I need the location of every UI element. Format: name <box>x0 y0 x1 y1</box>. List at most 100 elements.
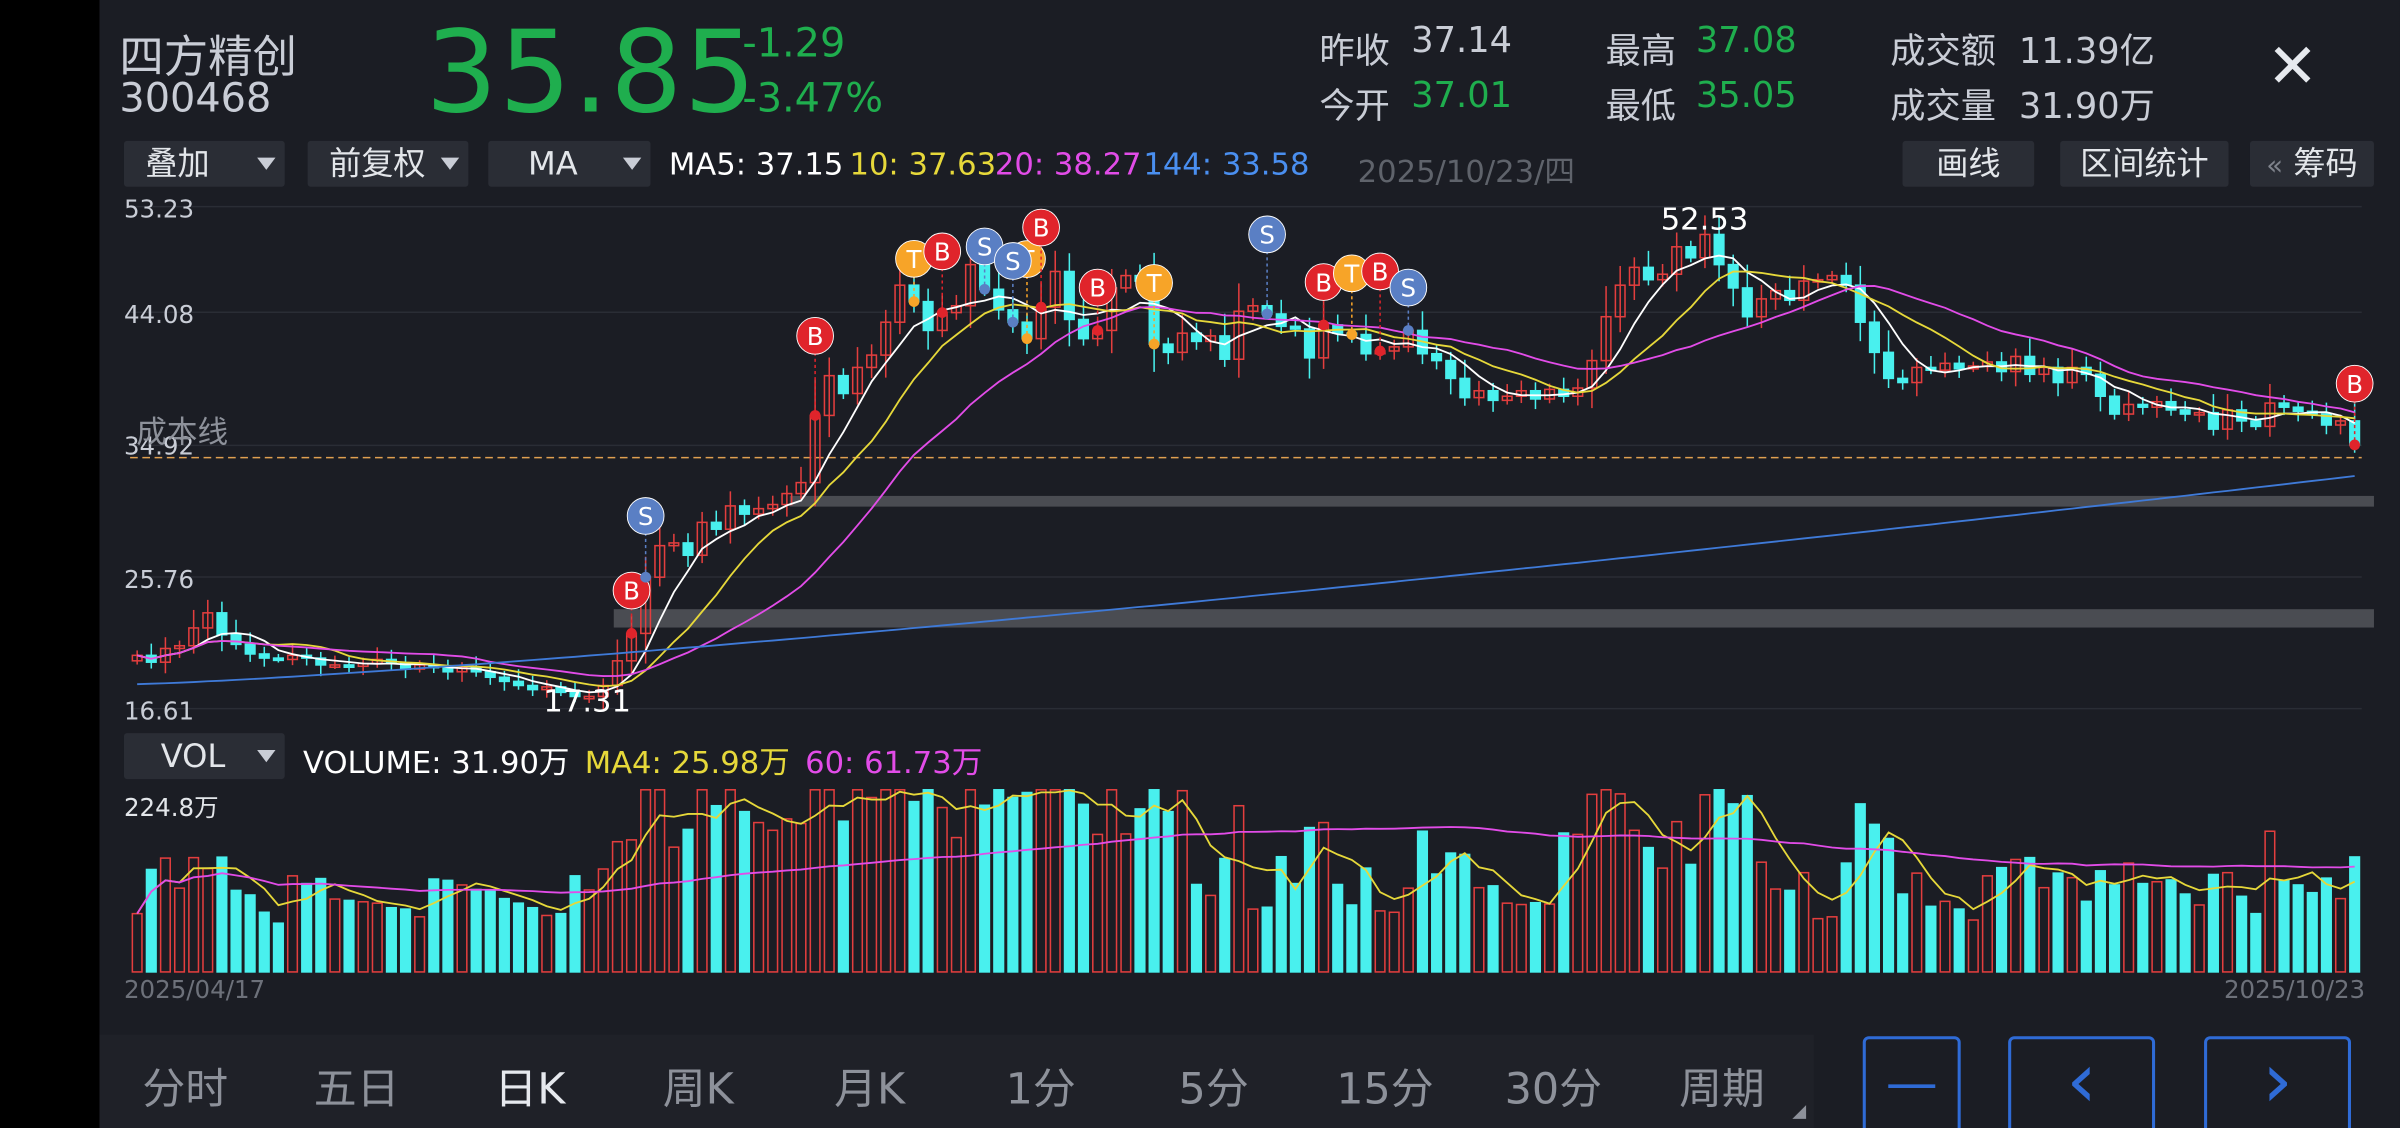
volume-bar <box>188 856 200 973</box>
volume-bar <box>2038 886 2050 973</box>
volume-bar <box>1473 886 1485 973</box>
prev-close-label: 昨收 <box>1319 32 1390 72</box>
tab-monthly-k[interactable]: 月K <box>834 1063 906 1115</box>
stock-code: 300468 <box>119 76 272 123</box>
overlay-dropdown[interactable]: 叠加 <box>123 140 285 187</box>
tab-weekly-k[interactable]: 周K <box>662 1063 734 1115</box>
volume-bar <box>1190 883 1203 973</box>
indicator-dropdown[interactable]: MA <box>488 140 651 187</box>
candle-body <box>2264 402 2276 428</box>
tab-15min[interactable]: 15分 <box>1336 1063 1434 1115</box>
volume-bar <box>2179 893 2191 973</box>
volume-bar <box>1854 803 1866 973</box>
candlestick-chart[interactable]: BSBTBTSSBBTSBTBSB <box>99 191 2399 727</box>
ma5-line <box>136 254 2356 694</box>
volume-bar <box>1897 893 1909 973</box>
volume-bar <box>2024 856 2036 973</box>
close-icon[interactable]: ✕ <box>2266 32 2319 103</box>
tab-5min[interactable]: 5分 <box>1178 1063 1249 1115</box>
signal-label: B <box>1089 274 1106 303</box>
price-change-percent: -3.47% <box>742 76 884 123</box>
volume-total: VOLUME: 31.90万 <box>303 743 570 781</box>
price-tick-2: 44.08 <box>123 299 195 330</box>
candle-body <box>1685 246 1697 259</box>
volume-bar <box>1459 853 1471 973</box>
candle-body <box>851 366 864 395</box>
low-annotation: 17.31 <box>543 682 632 720</box>
signal-dot <box>1318 319 1329 331</box>
signal-label: S <box>1259 221 1275 250</box>
candle-body <box>1487 389 1499 402</box>
volume-bar <box>216 856 228 973</box>
candle-body <box>2179 409 2191 415</box>
volume-bar <box>1868 823 1881 973</box>
chevron-down-icon <box>257 749 276 763</box>
volume-indicator-dropdown[interactable]: VOL <box>123 733 285 780</box>
volume-bar <box>2278 879 2290 973</box>
ma10-line <box>136 270 2355 688</box>
volume-bar <box>230 889 242 973</box>
volume-bar <box>738 810 751 973</box>
volume-bar <box>371 902 383 973</box>
volume-bar <box>1049 789 1061 973</box>
tab-30min[interactable]: 30分 <box>1504 1063 1602 1115</box>
candle-body <box>1459 377 1471 399</box>
volume-bar <box>2151 881 2163 973</box>
signal-label: S <box>1005 247 1021 276</box>
signal-dot <box>1007 316 1019 328</box>
scroll-left-button[interactable]: ‹ <box>2008 1036 2156 1128</box>
volume-bar <box>315 877 327 973</box>
chips-button[interactable]: « 筹码 <box>2249 140 2374 187</box>
candle-body <box>1600 315 1612 362</box>
scroll-right-button[interactable]: › <box>2204 1036 2352 1128</box>
volume-bar <box>456 884 468 973</box>
candle-body <box>993 288 1005 311</box>
volume-bar <box>1289 882 1301 973</box>
volume-bar <box>2108 884 2121 973</box>
low-label: 最低 <box>1605 87 1677 128</box>
signal-label: B <box>623 577 640 606</box>
tab-five-day[interactable]: 五日 <box>313 1063 400 1115</box>
volume-bar <box>541 914 553 973</box>
chips-label: 筹码 <box>2293 145 2358 183</box>
tab-period[interactable]: 周期 <box>1679 1063 1765 1115</box>
signal-dot <box>936 307 948 318</box>
ma144-line <box>137 475 2355 686</box>
signal-dot <box>1021 333 1033 345</box>
candle-body <box>1360 333 1372 355</box>
draw-line-button[interactable]: 画线 <box>1902 140 2035 187</box>
volume-bar <box>1614 793 1626 973</box>
candle-body <box>1911 366 1923 384</box>
candle-body <box>244 643 256 655</box>
volume-bar <box>1332 883 1344 973</box>
candle-body <box>2250 420 2262 428</box>
volume-bar <box>2066 876 2078 973</box>
candle-body <box>512 680 525 687</box>
range-stats-button[interactable]: 区间统计 <box>2060 140 2229 187</box>
adjust-dropdown[interactable]: 前复权 <box>307 140 469 187</box>
tab-1min[interactable]: 1分 <box>1005 1063 1076 1115</box>
candle-body <box>1755 298 1768 318</box>
volume-value: 31.90万 <box>2018 87 2155 128</box>
candle-body <box>1727 263 1739 289</box>
signal-marker <box>1389 268 1428 307</box>
volume-bar <box>964 789 977 973</box>
volume-bar <box>1303 826 1316 973</box>
candle-body <box>2123 403 2135 415</box>
price-tick-3: 34.92 <box>123 431 195 461</box>
candle-body <box>329 664 341 668</box>
volume-bar <box>173 887 186 973</box>
zoom-out-button[interactable]: — <box>1862 1036 1961 1128</box>
tab-intraday[interactable]: 分时 <box>142 1063 229 1115</box>
candle-body <box>1586 359 1598 389</box>
volume-bar <box>555 912 567 973</box>
corner-triangle-icon <box>1792 1105 1807 1119</box>
tab-daily-k[interactable]: 日K <box>494 1063 566 1115</box>
volume-bar <box>2010 858 2022 973</box>
price-tick-bottom: 16.61 <box>123 696 195 726</box>
volume-bar <box>1741 794 1753 973</box>
volume-bar <box>1572 833 1584 973</box>
volume-bar <box>2080 900 2092 973</box>
volume-chart[interactable] <box>99 781 2399 975</box>
candle-body <box>2108 395 2121 415</box>
